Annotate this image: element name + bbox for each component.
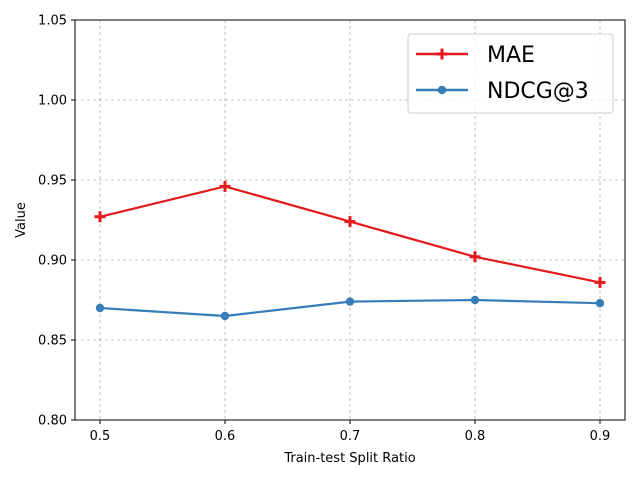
x-tick-label: 0.7 bbox=[340, 429, 361, 444]
x-axis-ticks: 0.5 0.6 0.7 0.8 0.9 bbox=[90, 420, 611, 444]
x-tick-label: 0.5 bbox=[90, 429, 111, 444]
legend: MAE NDCG@3 bbox=[407, 33, 614, 114]
x-axis-title: Train-test Split Ratio bbox=[283, 451, 415, 466]
ndcg-3-point bbox=[470, 295, 480, 305]
legend-item-mae: MAE bbox=[416, 43, 535, 68]
ndcg-3-point bbox=[595, 299, 605, 308]
series-layer bbox=[94, 180, 606, 321]
x-tick-label: 0.6 bbox=[215, 429, 236, 444]
y-tick-label: 0.80 bbox=[38, 414, 67, 429]
ndcg-3-series bbox=[95, 295, 605, 321]
mae-series bbox=[94, 180, 606, 288]
ndcg-3-point bbox=[220, 311, 230, 321]
x-tick-label: 0.8 bbox=[465, 429, 486, 444]
legend-item-ndcg-3: NDCG@3 bbox=[416, 79, 589, 104]
y-tick-label: 0.90 bbox=[38, 254, 67, 269]
y-tick-label: 1.00 bbox=[38, 94, 67, 109]
x-tick-label: 0.9 bbox=[590, 429, 611, 444]
y-tick-label: 0.95 bbox=[38, 174, 67, 189]
legend-ndcg-3-point bbox=[437, 85, 447, 95]
ndcg-3-point bbox=[345, 297, 355, 306]
legend-label: NDCG@3 bbox=[487, 79, 589, 104]
y-tick-label: 1.05 bbox=[38, 14, 67, 29]
y-axis-ticks: 0.80 0.85 0.90 0.95 1.00 1.05 bbox=[38, 14, 75, 429]
legend-label: MAE bbox=[487, 43, 535, 68]
ndcg-3-point bbox=[95, 303, 105, 313]
y-axis-title: Value bbox=[14, 202, 29, 238]
y-tick-label: 0.85 bbox=[38, 334, 67, 349]
